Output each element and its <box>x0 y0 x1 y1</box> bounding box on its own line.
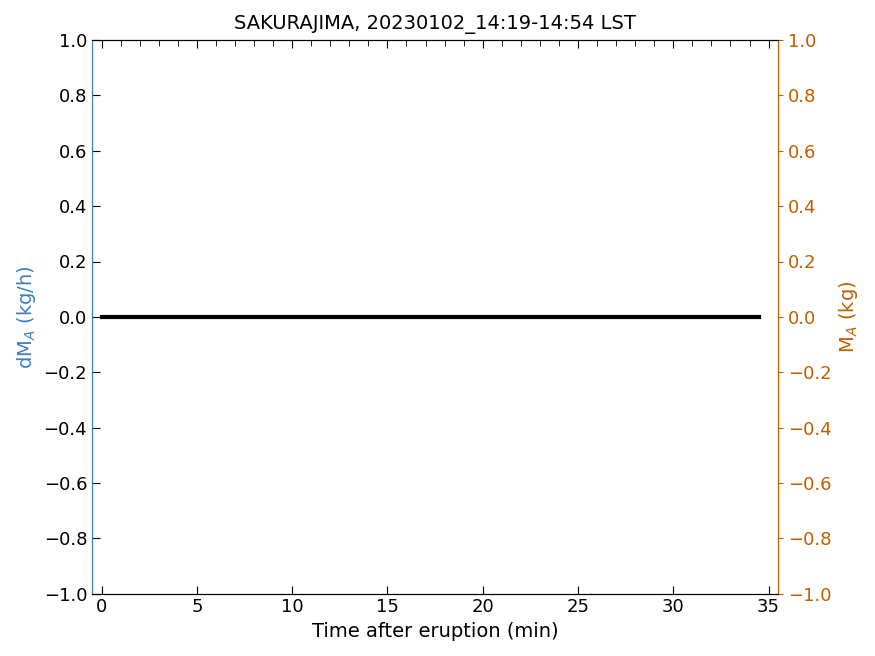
X-axis label: Time after eruption (min): Time after eruption (min) <box>312 622 558 641</box>
Y-axis label: M$_A$ (kg): M$_A$ (kg) <box>837 281 860 353</box>
Title: SAKURAJIMA, 20230102_14:19-14:54 LST: SAKURAJIMA, 20230102_14:19-14:54 LST <box>234 15 636 34</box>
Y-axis label: dM$_A$ (kg/h): dM$_A$ (kg/h) <box>15 265 38 369</box>
